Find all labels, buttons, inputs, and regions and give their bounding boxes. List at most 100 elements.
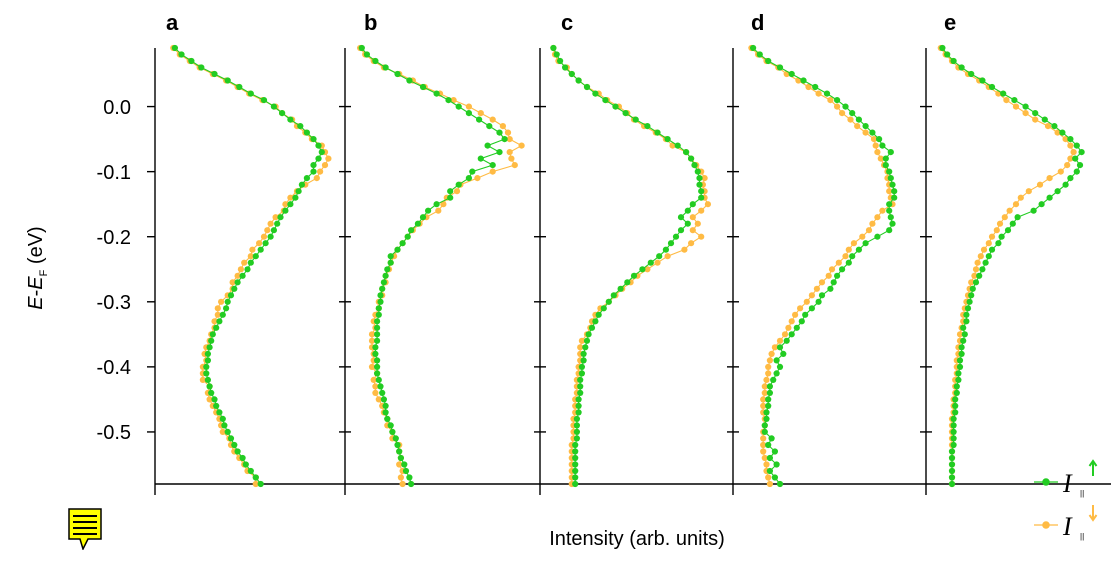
data-point-up: [950, 435, 957, 442]
data-point-up: [433, 90, 440, 97]
series-line-up-a: [174, 47, 323, 485]
data-point-down: [435, 207, 442, 214]
data-point-up: [1078, 149, 1085, 156]
data-point-up: [239, 272, 246, 279]
data-point-up: [384, 415, 391, 422]
data-point-down: [977, 253, 984, 260]
data-point-down: [256, 240, 263, 247]
data-point-down: [971, 272, 978, 279]
data-point-up: [310, 168, 317, 175]
data-point-up: [756, 51, 763, 58]
data-point-up: [310, 136, 317, 143]
data-point-up: [1072, 155, 1079, 162]
data-point-down: [644, 266, 651, 273]
data-point-down: [698, 233, 705, 240]
data-point-down: [842, 253, 849, 260]
data-point-down: [765, 474, 772, 481]
data-point-up: [773, 370, 780, 377]
data-point-down: [761, 383, 768, 390]
data-point-up: [948, 448, 956, 455]
data-point-down: [785, 324, 792, 331]
data-point-down: [669, 142, 676, 149]
data-point-up: [684, 207, 691, 214]
data-point-up: [1038, 201, 1045, 208]
data-point-up: [1076, 162, 1084, 169]
data-point-down: [1044, 123, 1052, 130]
data-point-up: [874, 233, 881, 240]
data-point-down: [760, 441, 767, 449]
data-point-up: [208, 337, 215, 344]
data-point-up: [948, 454, 956, 462]
panel-letter-a: a: [166, 10, 179, 35]
data-point-down: [862, 129, 869, 136]
data-point-down: [827, 97, 834, 104]
data-point-down: [506, 149, 513, 156]
data-point-down: [396, 461, 403, 468]
data-point-up: [262, 240, 269, 247]
data-point-up: [1030, 207, 1037, 214]
data-point-up: [573, 428, 581, 435]
data-point-up: [234, 279, 241, 286]
data-point-down: [985, 240, 992, 247]
data-point-up: [374, 357, 381, 364]
data-point-up: [477, 155, 484, 162]
data-point-up: [768, 435, 775, 442]
data-point-up: [406, 77, 413, 84]
data-point-down: [768, 350, 775, 357]
y-tick-label: -0.3: [97, 292, 131, 314]
data-point-down: [1012, 201, 1020, 208]
data-point-up: [827, 285, 834, 292]
data-point-up: [372, 344, 379, 351]
data-point-up: [573, 415, 581, 422]
data-point-up: [950, 57, 957, 65]
data-point-up: [763, 409, 770, 416]
data-point-up: [380, 396, 387, 403]
data-point-up: [387, 253, 394, 260]
data-point-down: [761, 454, 768, 462]
data-point-up: [501, 136, 508, 143]
data-point-up: [869, 129, 876, 136]
data-point-down: [214, 311, 221, 318]
data-point-up: [392, 435, 399, 442]
data-point-up: [1067, 175, 1074, 182]
data-point-up: [394, 70, 401, 78]
data-point-up: [1067, 136, 1074, 143]
data-point-down: [760, 396, 767, 403]
data-point-up: [849, 110, 856, 117]
legend-subscript: ||: [1080, 489, 1084, 498]
data-point-up: [886, 168, 893, 175]
data-point-up: [776, 64, 784, 71]
data-point-up: [447, 194, 454, 201]
data-point-up: [788, 331, 795, 338]
data-point-down: [465, 103, 472, 110]
data-point-down: [805, 83, 812, 91]
data-point-down: [850, 240, 858, 247]
data-point-up: [876, 136, 883, 143]
data-point-up: [765, 441, 772, 449]
data-point-down: [260, 233, 268, 240]
data-point-up: [968, 70, 975, 78]
arrow-up-icon: [1088, 459, 1098, 476]
y-tick-labels: 0.0 -0.1 -0.2 -0.3 -0.4 -0.5: [97, 97, 131, 444]
data-point-up: [886, 201, 893, 208]
data-point-up: [231, 285, 238, 292]
data-point-up: [580, 357, 587, 364]
data-point-up: [575, 77, 582, 84]
data-point-down: [828, 266, 836, 273]
data-point-up: [578, 363, 586, 370]
data-point-up: [377, 298, 384, 305]
data-point-up: [882, 155, 889, 162]
data-point-up: [298, 181, 305, 188]
data-point-down: [681, 246, 688, 253]
data-point-up: [688, 155, 695, 162]
note-icon[interactable]: [68, 508, 102, 550]
data-point-up: [234, 448, 241, 455]
data-point-up: [818, 292, 826, 299]
data-point-down: [1012, 103, 1020, 110]
data-point-up: [953, 383, 960, 390]
data-point-up: [802, 311, 809, 318]
data-point-up: [213, 324, 220, 331]
data-point-down: [886, 188, 893, 195]
data-point-down: [872, 142, 879, 149]
data-point-up: [963, 311, 970, 318]
